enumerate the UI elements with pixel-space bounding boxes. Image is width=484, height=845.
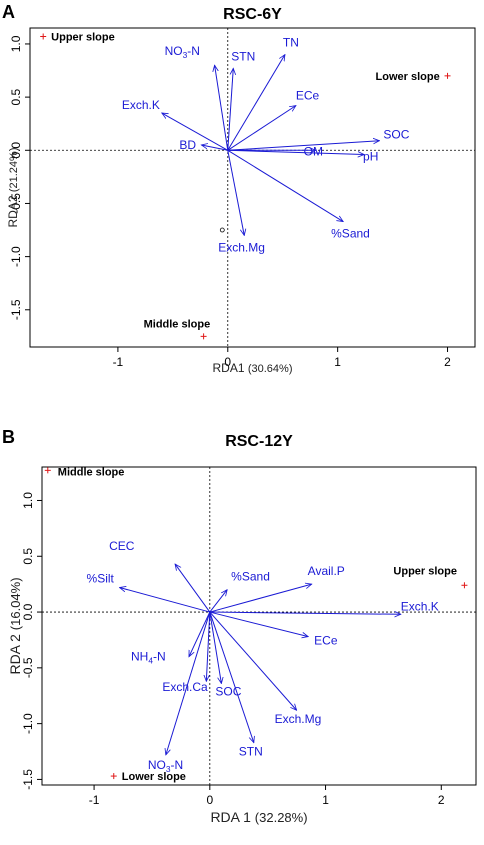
y-tick-label: 1.0 <box>9 35 23 52</box>
y-tick-label: -1.5 <box>9 299 23 320</box>
x-axis-label: RDA1 (30.64%) <box>213 361 293 375</box>
y-tick-label: -0.5 <box>21 657 35 678</box>
arrow-exch-mg <box>227 150 244 235</box>
arrow-label-exch-ca: Exch.Ca <box>162 680 208 694</box>
arrow-bd <box>201 145 228 151</box>
arrow-tn <box>227 55 285 151</box>
y-tick-label: -1.5 <box>21 769 35 790</box>
arrow-label-ph: pH <box>363 150 378 164</box>
x-tick-label: 1 <box>334 355 341 369</box>
arrow-soc <box>227 141 380 151</box>
arrow-stn <box>227 68 233 151</box>
arrow-label-ece: ECe <box>296 89 320 103</box>
arrow-label-silt: %Silt <box>87 572 115 586</box>
panel-a: A RSC-6Y -1 0 1 2 -1.5 -1.0 -0.5 0.0 0.5 1.0 RDA1 (3… <box>2 2 476 375</box>
y-tick-label: 0.0 <box>9 142 23 159</box>
x-tick-label: -1 <box>113 355 124 369</box>
x-tick-label: 2 <box>438 793 445 807</box>
arrow-sand <box>227 149 343 221</box>
arrow-ece <box>209 611 308 637</box>
arrow-label-sand: %Sand <box>331 227 370 241</box>
y-tick-label: 0.5 <box>21 548 35 565</box>
arrow-label-exch-mg: Exch.Mg <box>275 712 322 726</box>
arrow-label-cec: CEC <box>109 539 135 553</box>
site-label-middle-slope: Middle slope <box>58 466 125 478</box>
arrow-exch-k <box>209 612 401 614</box>
arrow-nh4-n <box>188 611 211 657</box>
x-axis-label: RDA 1 (32.28%) <box>210 809 307 825</box>
arrow-label-stn: STN <box>231 49 255 63</box>
panel-letter: A <box>2 2 15 22</box>
site-label-lower-slope: Lower slope <box>122 771 186 783</box>
x-tick-label: 1 <box>322 793 329 807</box>
arrow-exch-ca <box>206 612 211 681</box>
arrow-ph <box>227 149 364 154</box>
y-tick-label: -0.5 <box>9 193 23 214</box>
site-label-upper-slope: Upper slope <box>51 32 115 44</box>
arrow-label-stn: STN <box>239 745 263 759</box>
arrow-silt <box>120 588 210 613</box>
plot-frame <box>41 466 477 786</box>
y-tick-label: -1.0 <box>21 713 35 734</box>
arrow-sand <box>209 590 227 613</box>
x-tick-label: 2 <box>444 355 451 369</box>
arrow-no3-n <box>166 611 211 755</box>
y-tick-label: -1.0 <box>9 246 23 267</box>
arrow-label-tn: TN <box>283 36 299 50</box>
site-label-middle-slope: Middle slope <box>144 318 211 330</box>
arrow-label-no3-n: NO3-N <box>165 44 200 60</box>
arrow-label-exch-k: Exch.K <box>401 599 439 613</box>
arrow-label-exch-k: Exch.K <box>122 98 160 112</box>
y-axis-label: RDA2 (21.24%) <box>6 148 20 228</box>
arrow-cec <box>175 564 211 613</box>
panel-letter: B <box>2 427 15 447</box>
arrow-no3-n <box>215 65 229 151</box>
panel-b: B RSC-12Y -1 0 1 2 -1.5 -1.0 -0.5 0.0 0.5 1.0 RDA 1 … <box>2 427 477 825</box>
arrow-label-soc: SOC <box>383 128 409 142</box>
open-point <box>219 227 225 233</box>
arrow-label-bd: BD <box>179 138 196 152</box>
arrow-label-avail-p: Avail.P <box>308 564 345 578</box>
y-tick-label: 0.5 <box>9 88 23 105</box>
y-tick-label: 0.0 <box>21 603 35 620</box>
arrow-label-exch-mg: Exch.Mg <box>218 240 265 254</box>
arrow-avail-p <box>209 584 312 613</box>
arrow-ece <box>227 106 296 151</box>
arrow-exch-mg <box>209 611 297 710</box>
arrow-stn <box>209 611 254 743</box>
site-label-upper-slope: Upper slope <box>393 565 457 577</box>
y-axis-label: RDA 2 (16.04%) <box>7 577 23 674</box>
x-tick-label: -1 <box>89 793 100 807</box>
chart-title: RSC-12Y <box>225 433 293 450</box>
site-label-lower-slope: Lower slope <box>376 71 440 83</box>
arrow-label-om: OM <box>304 144 323 158</box>
arrow-soc <box>209 611 222 683</box>
x-tick-label: 0 <box>206 793 213 807</box>
arrow-label-sand: %Sand <box>231 570 270 584</box>
x-tick-label: 0 <box>224 355 231 369</box>
chart-title: RSC-6Y <box>223 6 282 23</box>
arrow-exch-k <box>162 113 229 151</box>
plot-frame <box>29 27 476 348</box>
y-tick-label: 1.0 <box>21 492 35 509</box>
arrow-label-no3-n: NO3-N <box>148 758 183 774</box>
arrow-label-ece: ECe <box>314 634 338 648</box>
arrow-label-nh4-n: NH4-N <box>131 650 166 666</box>
